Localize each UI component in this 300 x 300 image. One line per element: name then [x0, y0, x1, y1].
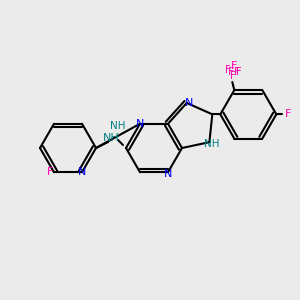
Text: F: F — [236, 67, 241, 77]
Text: N: N — [136, 119, 144, 129]
Text: N: N — [184, 98, 193, 108]
Text: N: N — [164, 169, 172, 179]
Text: N: N — [78, 167, 86, 177]
Text: F: F — [47, 167, 53, 177]
Text: F: F — [285, 109, 292, 119]
Text: F: F — [224, 65, 230, 75]
Text: NH: NH — [204, 139, 219, 149]
Text: NH: NH — [110, 121, 126, 131]
Text: F: F — [234, 67, 241, 77]
Text: NH: NH — [103, 133, 119, 143]
Text: F: F — [228, 67, 235, 77]
Text: F: F — [231, 61, 238, 71]
Text: F: F — [230, 71, 235, 81]
